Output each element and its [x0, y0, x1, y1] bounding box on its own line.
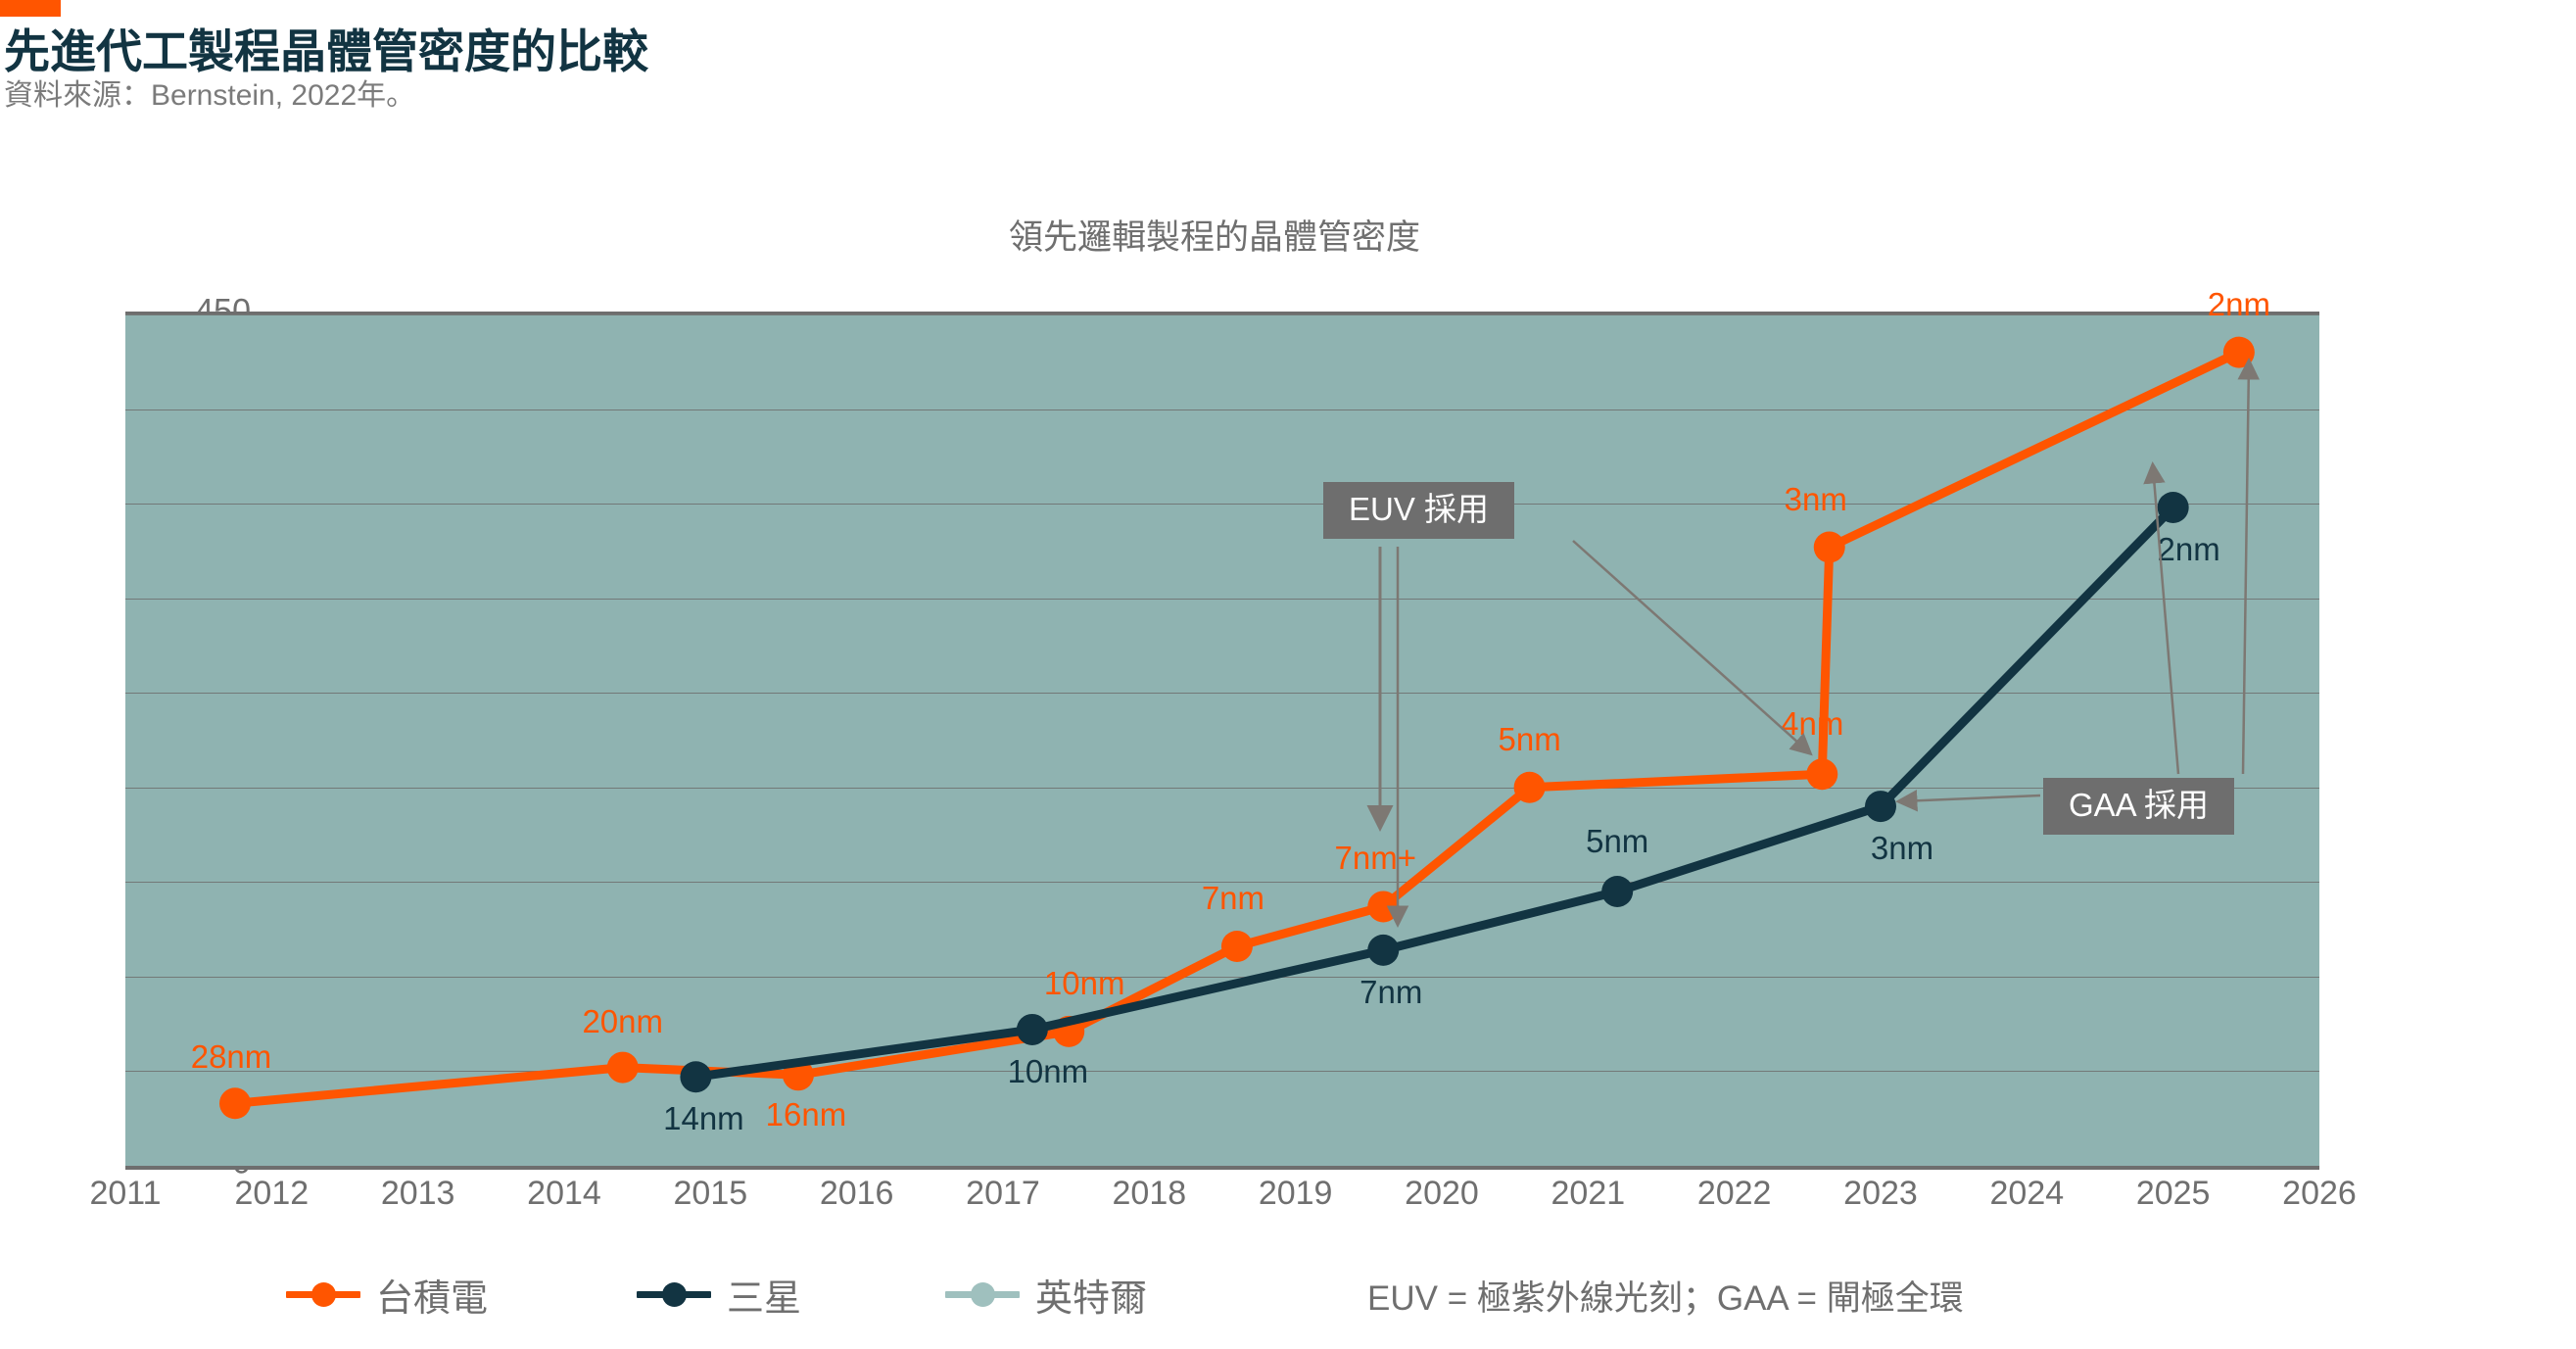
- page-title: 先進代工製程晶體管密度的比較: [4, 25, 648, 77]
- x-tick-label: 2011: [89, 1175, 162, 1212]
- chart-legend: 台積電 三星 英特爾 EUV = 極紫外線光刻；GAA = 閘極全環: [0, 1269, 2576, 1337]
- legend-swatch-intel: [945, 1269, 1020, 1320]
- x-tick-label: 2018: [1112, 1175, 1187, 1212]
- data-point[interactable]: [2157, 491, 2189, 523]
- data-point[interactable]: [606, 1051, 639, 1084]
- annotation-gaa: GAA 採用: [2043, 778, 2235, 835]
- gridline: [125, 598, 2319, 600]
- point-label: 3nm: [1784, 480, 1847, 517]
- x-tick-label: 2019: [1258, 1175, 1333, 1212]
- gridline: [125, 976, 2319, 978]
- point-label: 4nm: [1781, 705, 1844, 743]
- x-tick-label: 2025: [2135, 1175, 2211, 1212]
- page-source-note: 資料來源：Bernstein, 2022年。: [4, 79, 416, 112]
- x-tick-label: 2023: [1843, 1175, 1918, 1212]
- point-label: 28nm: [190, 1038, 272, 1076]
- x-tick-label: 2017: [966, 1175, 1040, 1212]
- data-point[interactable]: [1016, 1013, 1048, 1045]
- chart-title: 領先邏輯製程的晶體管密度: [1008, 218, 1420, 257]
- x-tick-label: 2022: [1696, 1175, 1772, 1212]
- point-label: 5nm: [1586, 822, 1649, 859]
- data-point[interactable]: [1601, 875, 1634, 907]
- series-layer: [219, 336, 2255, 1120]
- data-point[interactable]: [1813, 531, 1845, 563]
- point-label: 5nm: [1498, 720, 1561, 757]
- series-line-1: [691, 503, 2178, 1082]
- point-label: 7nm: [1201, 879, 1265, 916]
- gridline: [125, 314, 2319, 315]
- gridline: [125, 504, 2319, 506]
- plot-area: [125, 312, 2319, 1170]
- point-label: 7nm+: [1334, 840, 1416, 877]
- legend-label-samsung: 三星: [727, 1277, 802, 1320]
- annotation-euv: EUV 採用: [1323, 482, 1515, 539]
- data-point[interactable]: [1806, 758, 1838, 791]
- x-tick-label: 2015: [673, 1175, 748, 1212]
- data-point[interactable]: [219, 1087, 251, 1120]
- point-label: 14nm: [663, 1100, 744, 1137]
- data-point[interactable]: [1220, 930, 1253, 962]
- legend-item-samsung[interactable]: 三星: [637, 1269, 801, 1320]
- x-tick-label: 2021: [1550, 1175, 1626, 1212]
- data-point[interactable]: [2222, 336, 2255, 368]
- x-tick-label: 2013: [380, 1175, 455, 1212]
- gridline: [125, 787, 2319, 789]
- x-tick-label: 2020: [1405, 1175, 1479, 1212]
- legend-item-intel[interactable]: 英特爾: [945, 1269, 1147, 1320]
- point-label: 10nm: [1043, 964, 1125, 1001]
- gridline: [125, 1071, 2319, 1073]
- data-point[interactable]: [680, 1061, 712, 1093]
- legend-item-tsmc[interactable]: 台積電: [286, 1269, 488, 1320]
- gridline: [125, 693, 2319, 695]
- point-label: 16nm: [765, 1096, 847, 1133]
- x-tick-label: 2026: [2282, 1175, 2357, 1212]
- x-tick-label: 2012: [234, 1175, 310, 1212]
- x-tick-label: 2024: [1989, 1175, 2065, 1212]
- legend-label-intel: 英特爾: [1035, 1277, 1148, 1320]
- data-point[interactable]: [1865, 791, 1896, 823]
- data-point[interactable]: [1513, 771, 1546, 803]
- point-label: 7nm: [1360, 973, 1423, 1010]
- point-label: 2nm: [2157, 530, 2220, 567]
- legend-swatch-samsung: [637, 1269, 711, 1320]
- legend-label-tsmc: 台積電: [376, 1277, 489, 1320]
- gridline: [125, 882, 2319, 884]
- point-label: 3nm: [1870, 830, 1934, 867]
- x-tick-label: 2014: [527, 1175, 601, 1212]
- legend-footnote: EUV = 極紫外線光刻；GAA = 閘極全環: [1367, 1279, 1964, 1318]
- point-label: 20nm: [582, 1002, 663, 1039]
- brand-accent-bar: [0, 0, 61, 17]
- legend-swatch-tsmc: [286, 1269, 360, 1320]
- data-point[interactable]: [1367, 891, 1400, 923]
- point-label: 10nm: [1007, 1052, 1089, 1089]
- series-line-0: [230, 348, 2244, 1108]
- data-point[interactable]: [1367, 934, 1400, 966]
- point-label: 2nm: [2207, 285, 2270, 322]
- x-tick-label: 2016: [819, 1175, 894, 1212]
